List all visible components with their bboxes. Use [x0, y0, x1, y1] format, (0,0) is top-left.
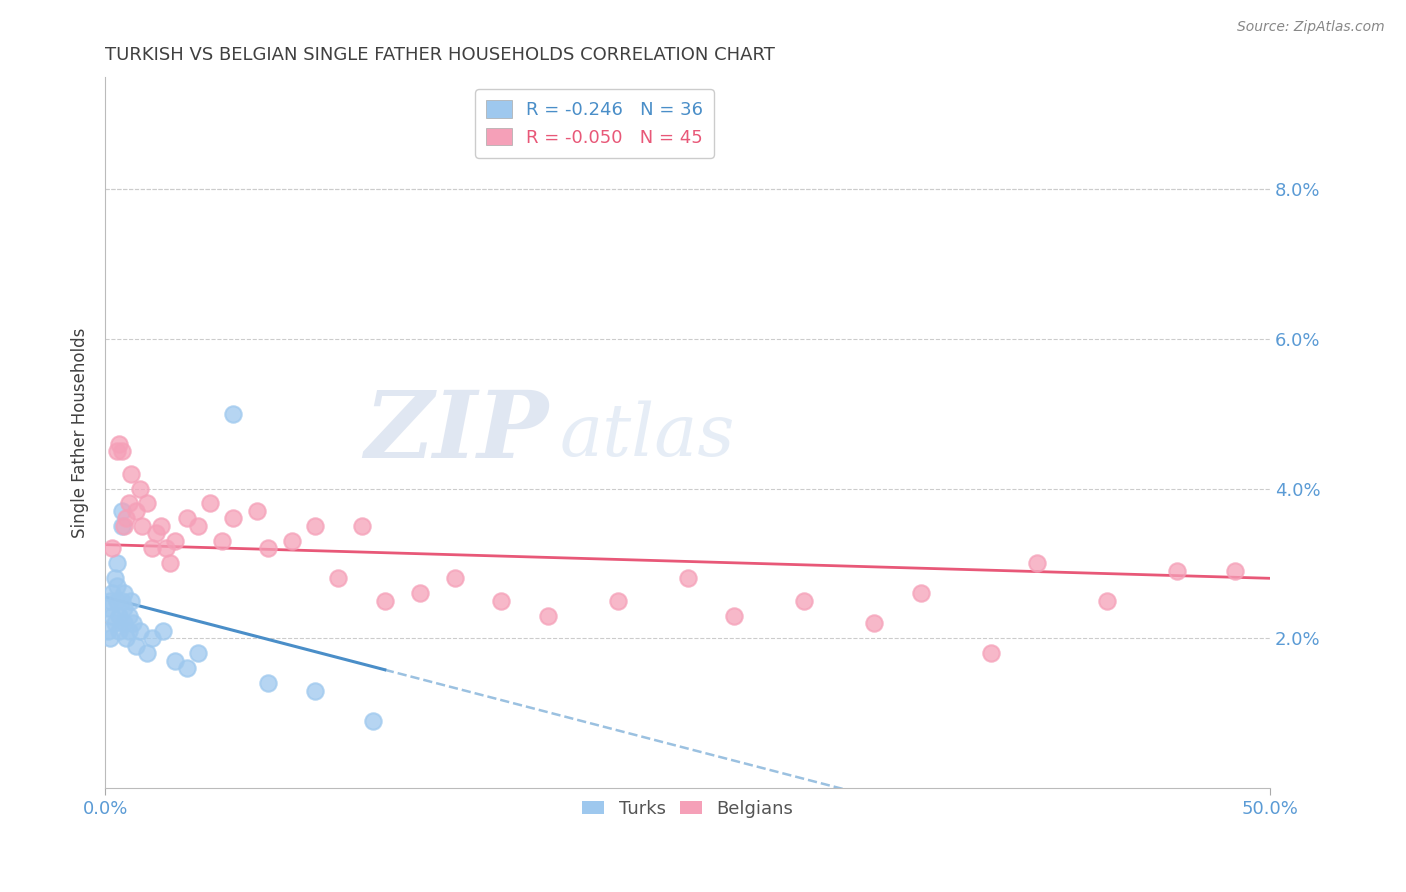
Point — [537, 608, 560, 623]
Point — [124, 504, 146, 518]
Point — [165, 533, 187, 548]
Point — [1225, 564, 1247, 578]
Point — [124, 639, 146, 653]
Point — [676, 571, 699, 585]
Point — [145, 526, 167, 541]
Point — [117, 496, 139, 510]
Point — [110, 444, 132, 458]
Point — [108, 436, 131, 450]
Point — [793, 594, 815, 608]
Point — [1166, 564, 1188, 578]
Point — [491, 594, 513, 608]
Point — [141, 541, 163, 556]
Point — [328, 571, 350, 585]
Point — [103, 616, 125, 631]
Point — [1095, 594, 1118, 608]
Point — [131, 519, 153, 533]
Text: atlas: atlas — [560, 401, 735, 471]
Point — [105, 557, 128, 571]
Point — [112, 616, 135, 631]
Point — [211, 533, 233, 548]
Text: Source: ZipAtlas.com: Source: ZipAtlas.com — [1237, 20, 1385, 34]
Point — [863, 616, 886, 631]
Point — [374, 594, 396, 608]
Text: TURKISH VS BELGIAN SINGLE FATHER HOUSEHOLDS CORRELATION CHART: TURKISH VS BELGIAN SINGLE FATHER HOUSEHO… — [105, 46, 775, 64]
Point — [350, 519, 373, 533]
Point — [176, 511, 198, 525]
Point — [304, 683, 326, 698]
Point — [155, 541, 177, 556]
Point — [246, 504, 269, 518]
Point — [152, 624, 174, 638]
Point — [910, 586, 932, 600]
Point — [98, 631, 121, 645]
Point — [110, 594, 132, 608]
Point — [108, 608, 131, 623]
Point — [120, 594, 142, 608]
Text: ZIP: ZIP — [364, 387, 548, 477]
Point — [105, 594, 128, 608]
Point — [108, 624, 131, 638]
Point — [187, 519, 209, 533]
Point — [150, 519, 173, 533]
Point — [117, 624, 139, 638]
Point — [101, 608, 124, 623]
Point — [96, 601, 118, 615]
Point — [198, 496, 221, 510]
Point — [98, 594, 121, 608]
Point — [96, 624, 118, 638]
Point — [187, 646, 209, 660]
Point — [136, 646, 159, 660]
Point — [129, 624, 152, 638]
Point — [141, 631, 163, 645]
Point — [361, 714, 384, 728]
Point — [257, 676, 280, 690]
Point — [723, 608, 745, 623]
Point — [304, 519, 326, 533]
Point — [606, 594, 628, 608]
Point — [103, 571, 125, 585]
Point — [280, 533, 302, 548]
Point — [101, 541, 124, 556]
Point — [129, 482, 152, 496]
Point — [105, 444, 128, 458]
Point — [105, 579, 128, 593]
Point — [115, 511, 138, 525]
Point — [112, 519, 135, 533]
Point — [176, 661, 198, 675]
Point — [117, 608, 139, 623]
Point — [159, 557, 181, 571]
Point — [222, 407, 245, 421]
Point — [136, 496, 159, 510]
Point — [110, 504, 132, 518]
Point — [101, 586, 124, 600]
Point — [112, 586, 135, 600]
Point — [110, 519, 132, 533]
Point — [222, 511, 245, 525]
Point — [1026, 557, 1049, 571]
Y-axis label: Single Father Households: Single Father Households — [72, 327, 89, 538]
Point — [409, 586, 432, 600]
Point — [980, 646, 1002, 660]
Point — [115, 631, 138, 645]
Legend: Turks, Belgians: Turks, Belgians — [575, 793, 800, 825]
Point — [257, 541, 280, 556]
Point — [120, 467, 142, 481]
Point — [112, 601, 135, 615]
Point — [165, 654, 187, 668]
Point — [443, 571, 465, 585]
Point — [122, 616, 145, 631]
